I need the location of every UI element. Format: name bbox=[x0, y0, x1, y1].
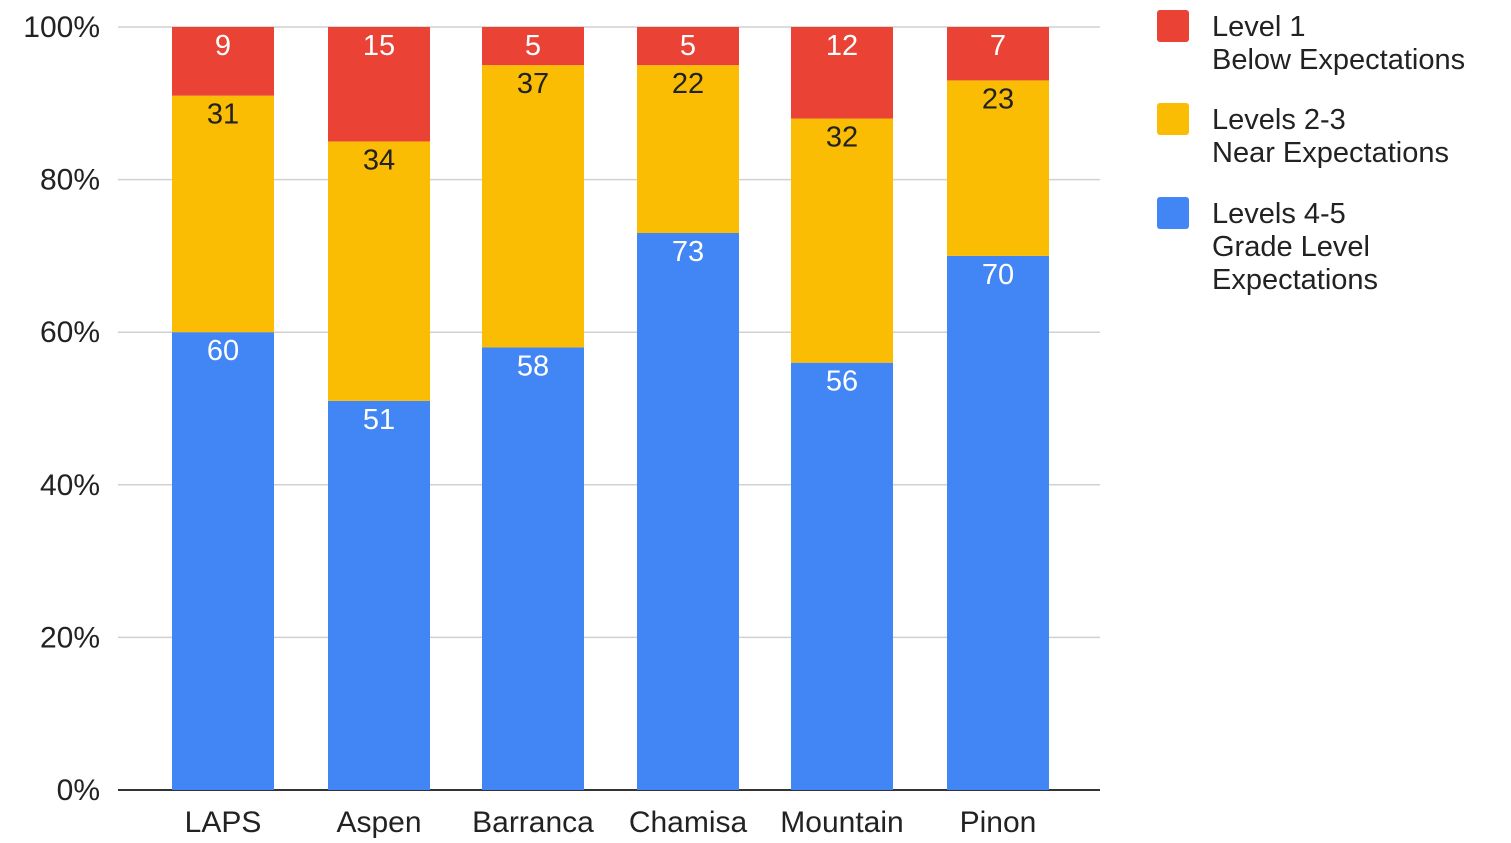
data-label: 22 bbox=[672, 68, 704, 100]
legend-label: Near Expectations bbox=[1212, 137, 1449, 169]
bar-segment bbox=[637, 233, 739, 790]
legend-label: Levels 2-3 bbox=[1212, 104, 1346, 136]
bar-segment bbox=[482, 27, 584, 66]
bar-segment bbox=[328, 400, 430, 790]
legend-label: Levels 4-5 bbox=[1212, 198, 1346, 230]
legend-swatch bbox=[1157, 10, 1189, 42]
data-label: 5 bbox=[680, 30, 696, 62]
legend-swatch bbox=[1157, 197, 1189, 229]
bar-segment bbox=[482, 347, 584, 790]
bar-segment bbox=[637, 27, 739, 66]
y-axis-ticks: 0% 20% 40% 60% 80% 100% bbox=[23, 11, 100, 807]
data-label: 60 bbox=[207, 335, 239, 367]
data-label: 34 bbox=[363, 144, 395, 176]
data-label: 23 bbox=[982, 83, 1014, 115]
bar-segment bbox=[947, 80, 1049, 256]
data-label: 58 bbox=[517, 350, 549, 382]
legend-label: Below Expectations bbox=[1212, 44, 1465, 76]
data-label: 9 bbox=[215, 30, 231, 62]
bar-segment bbox=[791, 362, 893, 790]
data-label: 70 bbox=[982, 259, 1014, 291]
y-tick-label: 100% bbox=[23, 11, 100, 44]
data-label: 7 bbox=[990, 30, 1006, 62]
data-label: 51 bbox=[363, 404, 395, 436]
x-tick-label: Mountain bbox=[780, 806, 903, 839]
data-label: 32 bbox=[826, 122, 858, 154]
data-label: 5 bbox=[525, 30, 541, 62]
data-label: 37 bbox=[517, 68, 549, 100]
bar-segment bbox=[947, 255, 1049, 790]
bar-segment bbox=[637, 65, 739, 234]
x-tick-label: Aspen bbox=[336, 806, 421, 839]
y-tick-label: 0% bbox=[57, 774, 100, 807]
bar-segment bbox=[328, 27, 430, 142]
y-tick-label: 20% bbox=[40, 621, 100, 654]
bar-segment bbox=[328, 141, 430, 401]
data-labels: 60 31 9 51 34 15 58 37 5 73 22 5 56 32 12 70 23 7 bbox=[207, 30, 1014, 436]
data-label: 15 bbox=[363, 30, 395, 62]
x-tick-label: Chamisa bbox=[629, 806, 748, 839]
legend-swatch bbox=[1157, 103, 1189, 135]
grid-lines bbox=[118, 26, 1100, 791]
y-tick-label: 40% bbox=[40, 469, 100, 502]
data-label: 73 bbox=[672, 236, 704, 268]
bar-segment bbox=[791, 118, 893, 363]
legend-label: Level 1 bbox=[1212, 11, 1306, 43]
x-tick-label: Pinon bbox=[960, 806, 1037, 839]
bar-segment bbox=[172, 27, 274, 96]
data-label: 12 bbox=[826, 30, 858, 62]
bar-segment bbox=[791, 27, 893, 119]
x-tick-label: Barranca bbox=[472, 806, 594, 839]
data-label: 31 bbox=[207, 99, 239, 131]
x-tick-label: LAPS bbox=[185, 806, 262, 839]
legend-label: Expectations bbox=[1212, 264, 1378, 296]
bar-segment bbox=[172, 332, 274, 790]
x-axis-categories: LAPS Aspen Barranca Chamisa Mountain Pinon bbox=[185, 806, 1037, 839]
legend-label: Grade Level bbox=[1212, 231, 1370, 263]
bar-segment bbox=[172, 95, 274, 333]
y-tick-label: 80% bbox=[40, 164, 100, 197]
bars bbox=[172, 27, 1049, 790]
bar-segment bbox=[947, 27, 1049, 81]
data-label: 56 bbox=[826, 366, 858, 398]
y-tick-label: 60% bbox=[40, 316, 100, 349]
bar-segment bbox=[482, 65, 584, 348]
